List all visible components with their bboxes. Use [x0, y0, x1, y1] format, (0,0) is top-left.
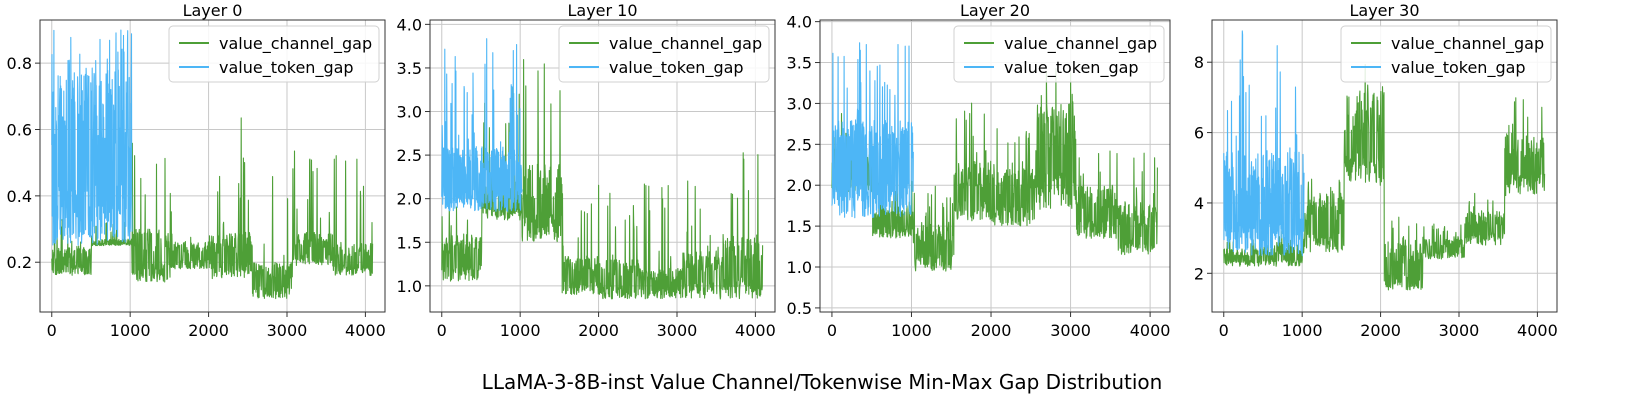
series-lines — [831, 42, 1158, 272]
chart-panel-2: 0 1000 2000 3000 4000 0.5 1.0 1.5 2.0 2.5 3.0 3.5 4.… — [787, 1, 1171, 340]
y-tick-label: 1.0 — [397, 277, 422, 296]
chart-title: Layer 20 — [960, 1, 1030, 20]
y-tick-label: 2 — [1194, 264, 1204, 283]
legend-label: value_token_gap — [1391, 58, 1526, 78]
legend-label: value_token_gap — [609, 58, 744, 78]
y-tick-label: 2.5 — [397, 146, 422, 165]
x-tick-label: 1000 — [891, 321, 932, 340]
y-tick-label: 0.6 — [7, 121, 32, 140]
x-tick-label: 0 — [827, 321, 837, 340]
y-tick-label: 1.5 — [397, 233, 422, 252]
legend-label: value_channel_gap — [1004, 34, 1157, 54]
y-tick-label: 8 — [1194, 53, 1204, 72]
legend-box — [168, 25, 380, 83]
tick-labels: 0 1000 2000 3000 4000 1.0 1.5 2.0 2.5 3.0 3.5 4.0 — [397, 15, 776, 340]
x-tick-label: 4000 — [345, 321, 386, 340]
x-tick-label: 0 — [47, 321, 57, 340]
legend-box — [953, 25, 1165, 83]
series-line-value-channel-gap — [1223, 64, 1546, 291]
series-lines — [441, 38, 764, 300]
y-tick-label: 4.0 — [397, 15, 422, 34]
y-tick-label: 2.0 — [397, 190, 422, 209]
chart-panel-1: 0 1000 2000 3000 4000 1.0 1.5 2.0 2.5 3.0 3.5 4.0 La… — [397, 1, 776, 340]
x-tick-label: 2000 — [188, 321, 229, 340]
x-tick-label: 3000 — [1050, 321, 1091, 340]
y-tick-label: 0.2 — [7, 253, 32, 272]
x-tick-label: 1000 — [500, 321, 541, 340]
series-line-value-token-gap — [831, 42, 914, 219]
y-tick-label: 3.5 — [397, 59, 422, 78]
legend-label: value_token_gap — [1004, 58, 1139, 78]
y-tick-label: 4.0 — [787, 13, 812, 32]
chart-legend: value_channel_gap value_token_gap — [558, 25, 770, 83]
legend-box — [1340, 25, 1552, 83]
tick-labels: 0 1000 2000 3000 4000 0.5 1.0 1.5 2.0 2.5 3.0 3.5 4.… — [787, 13, 1171, 340]
y-tick-label: 0.5 — [787, 299, 812, 318]
y-tick-label: 6 — [1194, 124, 1204, 143]
chart-title: Layer 30 — [1349, 1, 1419, 20]
series-line-value-token-gap — [51, 29, 133, 246]
chart-panel-0: 0 1000 2000 3000 4000 0.2 0.4 0.6 0.8 Layer 0 valu… — [7, 1, 386, 340]
x-tick-label: 3000 — [267, 321, 308, 340]
plot-frame — [39, 19, 386, 313]
y-tick-label: 2.0 — [787, 176, 812, 195]
plot-frame — [429, 19, 776, 313]
tick-labels: 0 1000 2000 3000 4000 0.2 0.4 0.6 0.8 — [7, 54, 386, 340]
x-tick-label: 4000 — [1130, 321, 1171, 340]
legend-label: value_channel_gap — [1391, 34, 1544, 54]
series-lines — [51, 29, 374, 300]
x-tick-label: 4000 — [1517, 321, 1558, 340]
y-tick-label: 0.4 — [7, 187, 32, 206]
y-tick-label: 3.5 — [787, 54, 812, 73]
legend-label: value_channel_gap — [219, 34, 372, 54]
x-tick-label: 0 — [437, 321, 447, 340]
legend-label: value_token_gap — [219, 58, 354, 78]
tick-labels: 0 1000 2000 3000 4000 2 4 6 8 — [1194, 53, 1558, 340]
x-tick-label: 3000 — [657, 321, 698, 340]
x-tick-label: 2000 — [971, 321, 1012, 340]
chart-title: Layer 10 — [567, 1, 637, 20]
figure-suptitle: LLaMA-3-8B-inst Value Channel/Tokenwise … — [481, 370, 1163, 394]
chart-panel-3: 0 1000 2000 3000 4000 2 4 6 8 Layer 30 value_chann… — [1194, 1, 1558, 340]
x-tick-label: 4000 — [735, 321, 776, 340]
x-tick-label: 0 — [1219, 321, 1229, 340]
series-line-value-channel-gap — [51, 117, 374, 300]
y-tick-label: 1.5 — [787, 217, 812, 236]
x-tick-label: 2000 — [1360, 321, 1401, 340]
series-line-value-token-gap — [441, 38, 523, 212]
x-tick-label: 1000 — [1282, 321, 1323, 340]
legend-label: value_channel_gap — [609, 34, 762, 54]
legend-box — [558, 25, 770, 83]
y-tick-label: 1.0 — [787, 258, 812, 277]
series-line-value-channel-gap — [831, 68, 1158, 272]
series-lines — [1223, 30, 1546, 291]
y-tick-label: 3.0 — [787, 94, 812, 113]
chart-title: Layer 0 — [183, 1, 243, 20]
x-tick-label: 1000 — [110, 321, 151, 340]
chart-legend: value_channel_gap value_token_gap — [1340, 25, 1552, 83]
y-tick-label: 0.8 — [7, 54, 32, 73]
y-tick-label: 4 — [1194, 194, 1204, 213]
series-line-value-token-gap — [1223, 30, 1305, 257]
y-tick-label: 2.5 — [787, 135, 812, 154]
chart-legend: value_channel_gap value_token_gap — [168, 25, 380, 83]
chart-legend: value_channel_gap value_token_gap — [953, 25, 1165, 83]
plot-frame — [819, 19, 1171, 313]
x-tick-label: 2000 — [578, 321, 619, 340]
plot-frame — [1211, 19, 1558, 313]
x-tick-label: 3000 — [1439, 321, 1480, 340]
y-tick-label: 3.0 — [397, 103, 422, 122]
